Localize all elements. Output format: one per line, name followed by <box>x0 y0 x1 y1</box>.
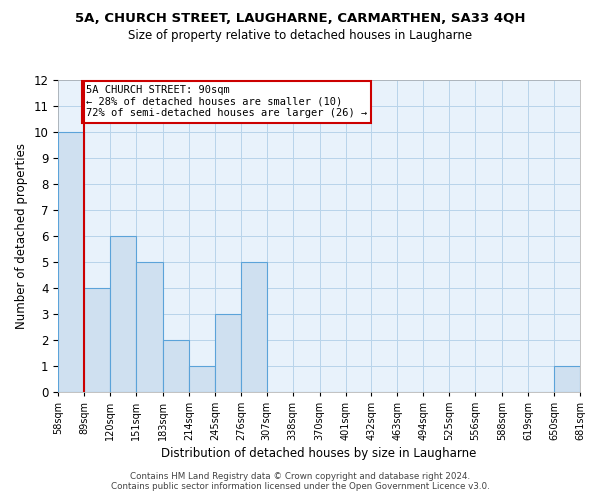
Bar <box>215 314 241 392</box>
Text: Contains HM Land Registry data © Crown copyright and database right 2024.
Contai: Contains HM Land Registry data © Crown c… <box>110 472 490 491</box>
Y-axis label: Number of detached properties: Number of detached properties <box>15 143 28 329</box>
Bar <box>189 366 215 392</box>
Text: Size of property relative to detached houses in Laugharne: Size of property relative to detached ho… <box>128 29 472 42</box>
Text: 5A CHURCH STREET: 90sqm
← 28% of detached houses are smaller (10)
72% of semi-de: 5A CHURCH STREET: 90sqm ← 28% of detache… <box>86 85 367 118</box>
Bar <box>136 262 163 392</box>
Bar <box>163 340 189 392</box>
Bar <box>110 236 136 392</box>
Bar <box>84 288 110 392</box>
Bar <box>58 132 84 392</box>
Bar <box>241 262 267 392</box>
Bar <box>554 366 580 392</box>
X-axis label: Distribution of detached houses by size in Laugharne: Distribution of detached houses by size … <box>161 447 477 460</box>
Text: 5A, CHURCH STREET, LAUGHARNE, CARMARTHEN, SA33 4QH: 5A, CHURCH STREET, LAUGHARNE, CARMARTHEN… <box>75 12 525 26</box>
